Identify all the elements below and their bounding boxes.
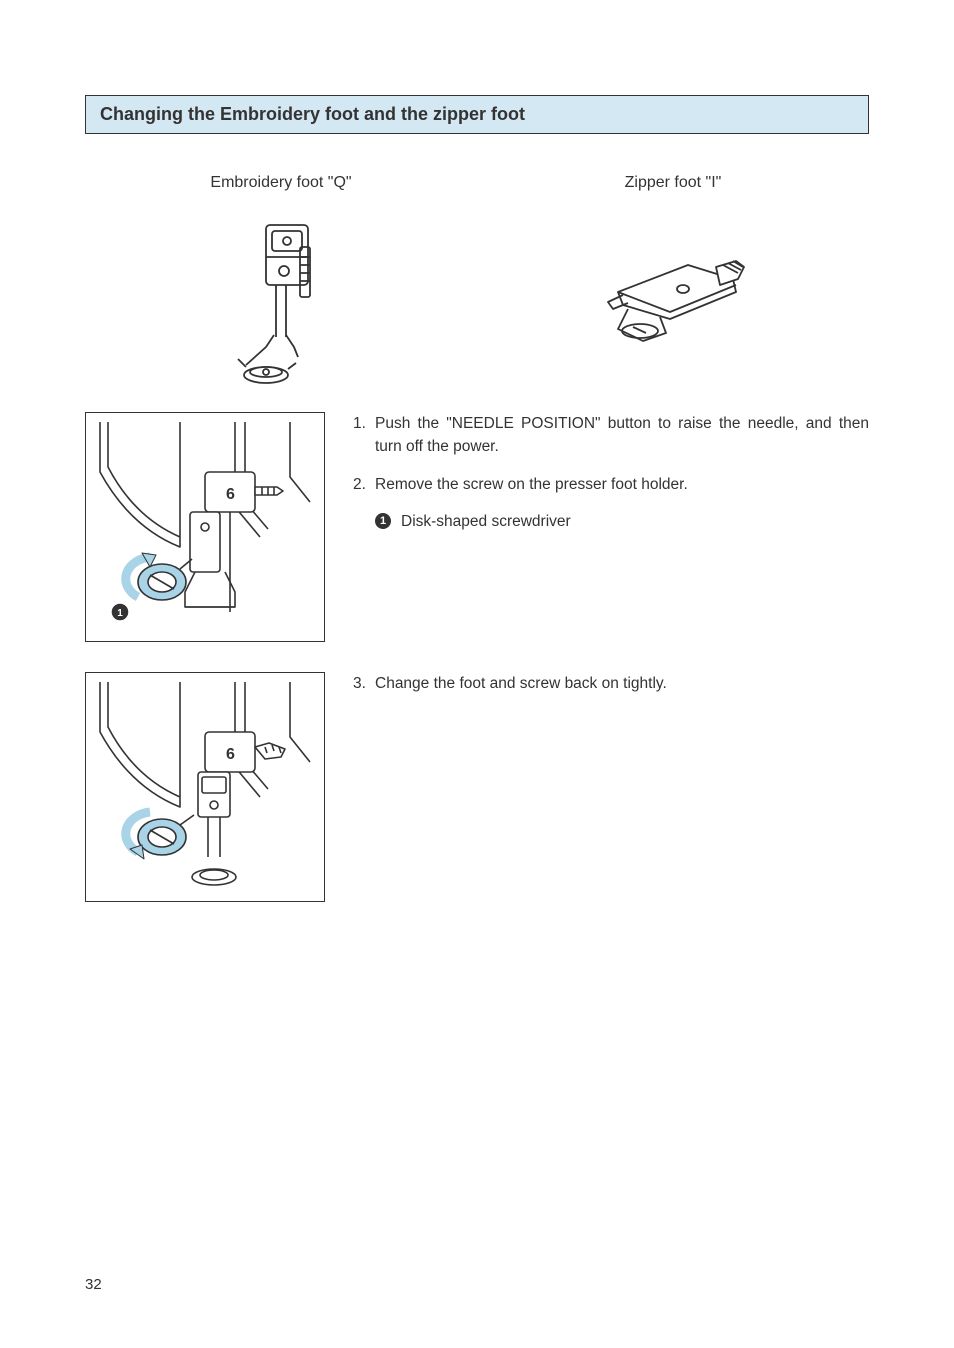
diagram2-marker-6: 6: [226, 746, 235, 763]
callout-1: 1 Disk-shaped screwdriver: [375, 510, 869, 533]
instructions-block-1: 1. Push the "NEEDLE POSITION" button to …: [353, 412, 869, 642]
foot-labels-row: Embroidery foot "Q": [85, 174, 869, 392]
embroidery-foot-block: Embroidery foot "Q": [105, 174, 458, 392]
section-title: Changing the Embroidery foot and the zip…: [100, 104, 525, 124]
callout-1-badge: 1: [375, 513, 391, 529]
step-2-num: 2.: [353, 473, 375, 496]
step-2: 2. Remove the screw on the presser foot …: [353, 473, 869, 496]
step-3-text: Change the foot and screw back on tightl…: [375, 672, 869, 695]
page-number: 32: [85, 1276, 102, 1293]
content-row-2: 6: [85, 672, 869, 902]
embroidery-foot-illustration: [105, 212, 458, 392]
page-container: Changing the Embroidery foot and the zip…: [0, 0, 954, 1348]
step-3: 3. Change the foot and screw back on tig…: [353, 672, 869, 695]
embroidery-foot-label: Embroidery foot "Q": [105, 174, 458, 192]
content-row-1: 6: [85, 412, 869, 642]
step-2-text: Remove the screw on the presser foot hol…: [375, 473, 869, 496]
diagram-attach-foot: 6: [85, 672, 325, 902]
step-1-text: Push the "NEEDLE POSITION" button to rai…: [375, 412, 869, 459]
callout-1-text: Disk-shaped screwdriver: [401, 510, 571, 533]
zipper-foot-block: Zipper foot "I": [497, 174, 850, 392]
diagram-callout-1: 1: [117, 608, 123, 619]
section-header: Changing the Embroidery foot and the zip…: [85, 95, 869, 134]
step-1-num: 1.: [353, 412, 375, 459]
step-1: 1. Push the "NEEDLE POSITION" button to …: [353, 412, 869, 459]
zipper-foot-illustration: [497, 212, 850, 392]
diagram-remove-screw: 6: [85, 412, 325, 642]
zipper-foot-label: Zipper foot "I": [497, 174, 850, 192]
step-3-num: 3.: [353, 672, 375, 695]
diagram-marker-6: 6: [226, 486, 235, 503]
instructions-block-2: 3. Change the foot and screw back on tig…: [353, 672, 869, 902]
